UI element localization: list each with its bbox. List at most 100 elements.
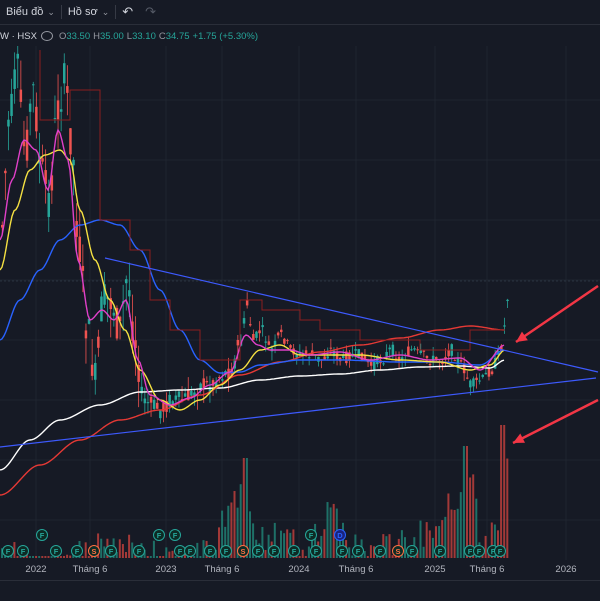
volume-bar xyxy=(301,549,304,558)
volume-bar xyxy=(115,551,118,558)
chart-menu-button[interactable]: Biểu đồ ⌄ xyxy=(0,0,61,24)
event-marker-circle xyxy=(17,545,29,557)
candle-body xyxy=(50,175,54,191)
candle-body xyxy=(22,141,26,147)
stepped-stop-line xyxy=(39,50,505,361)
volume-bar xyxy=(373,546,375,558)
candle-body xyxy=(59,109,63,112)
candle-body xyxy=(348,352,351,361)
ma-red-line xyxy=(0,325,505,496)
event-marker: F xyxy=(406,545,418,557)
event-marker-label: F xyxy=(173,531,178,540)
event-marker-label: F xyxy=(438,547,443,556)
event-marker: F xyxy=(434,545,446,557)
candle-body xyxy=(10,93,13,116)
volume-bar xyxy=(314,523,317,558)
volume-bar xyxy=(180,556,183,558)
candle-body xyxy=(112,312,116,316)
event-marker: F xyxy=(105,545,117,557)
candle-body xyxy=(376,355,379,365)
candle-body xyxy=(128,290,131,297)
candle-body xyxy=(183,393,187,397)
volume-bar xyxy=(252,523,255,558)
volume-bar xyxy=(469,477,472,558)
event-marker: S xyxy=(392,545,404,557)
candle-body xyxy=(481,374,484,377)
candle-body xyxy=(478,380,481,382)
candle-body xyxy=(357,349,360,357)
undo-icon[interactable]: ↶ xyxy=(122,4,134,19)
volume-bar xyxy=(447,493,450,558)
volume-bar xyxy=(441,520,444,558)
candle-body xyxy=(441,362,444,365)
candle-body xyxy=(193,392,196,397)
candle-body xyxy=(475,377,478,381)
event-marker-label: F xyxy=(340,547,345,556)
candle-body xyxy=(109,298,112,310)
volume-bar xyxy=(233,491,236,558)
volume-bar xyxy=(245,458,248,558)
volume-bar xyxy=(59,556,62,558)
candle-body xyxy=(428,363,432,366)
candle-body xyxy=(373,361,376,370)
event-marker: F xyxy=(50,545,62,557)
event-marker: F xyxy=(288,545,300,557)
event-marker-label: F xyxy=(6,547,11,556)
volume-bar xyxy=(56,556,59,558)
event-marker-circle xyxy=(336,545,348,557)
annotation-arrow-shaft xyxy=(512,398,599,445)
volume-bar xyxy=(118,539,121,558)
event-marker-label: S xyxy=(240,547,245,556)
bottom-bar xyxy=(0,580,600,601)
candle-body xyxy=(354,349,357,351)
change-value: +1.75 (+5.30%) xyxy=(192,30,259,42)
volume-bar xyxy=(394,556,397,558)
volume-bar xyxy=(165,547,168,558)
candle-body xyxy=(35,106,38,132)
eye-icon[interactable] xyxy=(40,31,53,41)
event-marker-label: F xyxy=(309,531,314,540)
profile-menu-button[interactable]: Hồ sơ ⌄ xyxy=(62,0,115,24)
candle-body xyxy=(286,340,289,342)
event-marker-label: F xyxy=(75,547,80,556)
event-marker: S xyxy=(237,545,249,557)
volume-bar xyxy=(497,530,499,558)
symbol-label[interactable]: W · HSX xyxy=(0,30,37,42)
volume-bar xyxy=(84,542,87,558)
candle-body xyxy=(329,347,333,349)
volume-bar xyxy=(400,530,403,558)
candle-body xyxy=(466,377,469,379)
candle-body xyxy=(69,128,72,155)
event-marker-circle xyxy=(406,545,418,557)
event-marker-label: F xyxy=(40,531,45,540)
candle-body xyxy=(252,333,255,340)
toolbar-divider xyxy=(60,5,62,19)
volume-bar xyxy=(388,534,391,558)
volume-bar xyxy=(50,556,53,558)
volume-bar xyxy=(332,503,335,558)
volume-bar xyxy=(156,556,158,558)
volume-bar xyxy=(66,554,69,558)
candle-body xyxy=(388,347,391,350)
redo-icon[interactable]: ↷ xyxy=(145,4,157,19)
candle-body xyxy=(66,86,69,93)
volume-bar xyxy=(490,522,493,558)
event-marker: F xyxy=(220,545,232,557)
profile-menu-label: Hồ sơ xyxy=(67,6,98,18)
event-marker: F xyxy=(71,545,83,557)
volume-bar xyxy=(35,556,38,558)
time-axis-label: Tháng 6 xyxy=(204,564,240,575)
candle-body xyxy=(292,348,295,355)
candle-body xyxy=(264,341,267,343)
candle-body xyxy=(236,339,240,346)
event-marker-label: F xyxy=(188,547,193,556)
candle-body xyxy=(456,358,460,365)
candle-body xyxy=(25,129,29,161)
candle-body xyxy=(41,158,44,162)
volume-bar xyxy=(32,556,34,558)
candle-body xyxy=(258,330,261,334)
volume-bar xyxy=(462,446,465,558)
volume-bar xyxy=(103,546,106,558)
